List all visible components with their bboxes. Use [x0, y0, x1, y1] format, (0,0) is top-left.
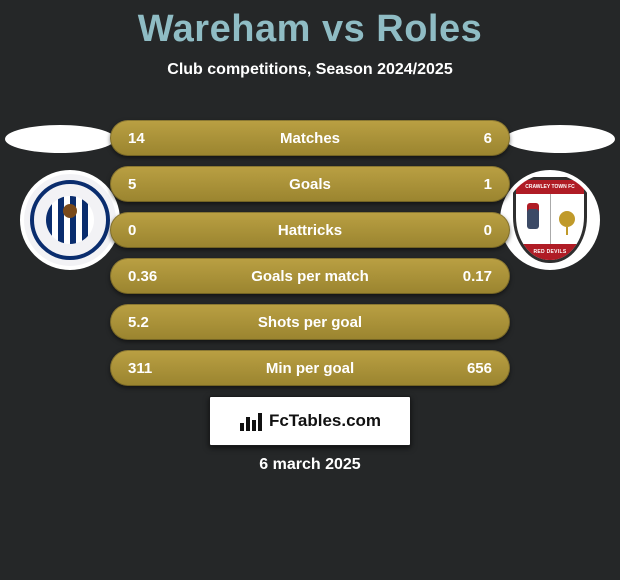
crest-right-bottom-text: RED DEVILS: [516, 244, 584, 260]
shadow-ellipse-left: [5, 125, 115, 153]
stat-left-value: 311: [128, 360, 188, 377]
stat-label: Matches: [188, 130, 432, 147]
stat-label: Goals: [188, 176, 432, 193]
vs-separator: vs: [322, 8, 365, 50]
stats-column: 14Matches6 5Goals1 0Hattricks0 0.36Goals pe…: [110, 120, 510, 396]
crest-left-ball: [63, 204, 77, 218]
stat-label: Hattricks: [188, 222, 432, 239]
comparison-card: Wareham vs Roles Club competitions, Seas…: [0, 0, 620, 580]
shadow-ellipse-right: [505, 125, 615, 153]
stat-right-value: 0: [432, 222, 492, 239]
stat-left-value: 5: [128, 176, 188, 193]
crest-right-glyph-left: [516, 194, 551, 244]
team-crest-left: [20, 170, 120, 270]
bars-icon: [239, 411, 263, 431]
stat-left-value: 5.2: [128, 314, 188, 331]
stat-left-value: 0: [128, 222, 188, 239]
team-crest-right: CRAWLEY TOWN FC RED DEVILS: [500, 170, 600, 270]
stat-right-value: 0.17: [432, 268, 492, 285]
player2-name: Roles: [376, 8, 482, 50]
brand-badge: FcTables.com: [209, 396, 411, 446]
stat-row: 5Goals1: [110, 166, 510, 202]
stat-right-value: 1: [432, 176, 492, 193]
stat-row: 311Min per goal656: [110, 350, 510, 386]
stat-row: 0.36Goals per match0.17: [110, 258, 510, 294]
stat-right-value: 656: [432, 360, 492, 377]
crest-right-shield: CRAWLEY TOWN FC RED DEVILS: [513, 177, 587, 263]
crest-left-ring: [30, 180, 110, 260]
stat-row: 14Matches6: [110, 120, 510, 156]
stat-right-value: 6: [432, 130, 492, 147]
stat-left-value: 14: [128, 130, 188, 147]
subtitle: Club competitions, Season 2024/2025: [0, 61, 620, 79]
stat-label: Min per goal: [188, 360, 432, 377]
stat-row: 5.2Shots per goal: [110, 304, 510, 340]
page-title: Wareham vs Roles: [0, 0, 620, 51]
crest-right-mid: [516, 194, 584, 244]
stat-left-value: 0.36: [128, 268, 188, 285]
stat-label: Shots per goal: [188, 314, 432, 331]
crest-right-top-text: CRAWLEY TOWN FC: [516, 180, 584, 194]
player1-name: Wareham: [138, 8, 311, 50]
crest-right-glyph-right: [551, 194, 585, 244]
stat-row: 0Hattricks0: [110, 212, 510, 248]
crest-left-stripes: [46, 196, 94, 244]
stat-label: Goals per match: [188, 268, 432, 285]
date-text: 6 march 2025: [0, 456, 620, 474]
brand-text: FcTables.com: [269, 411, 381, 431]
